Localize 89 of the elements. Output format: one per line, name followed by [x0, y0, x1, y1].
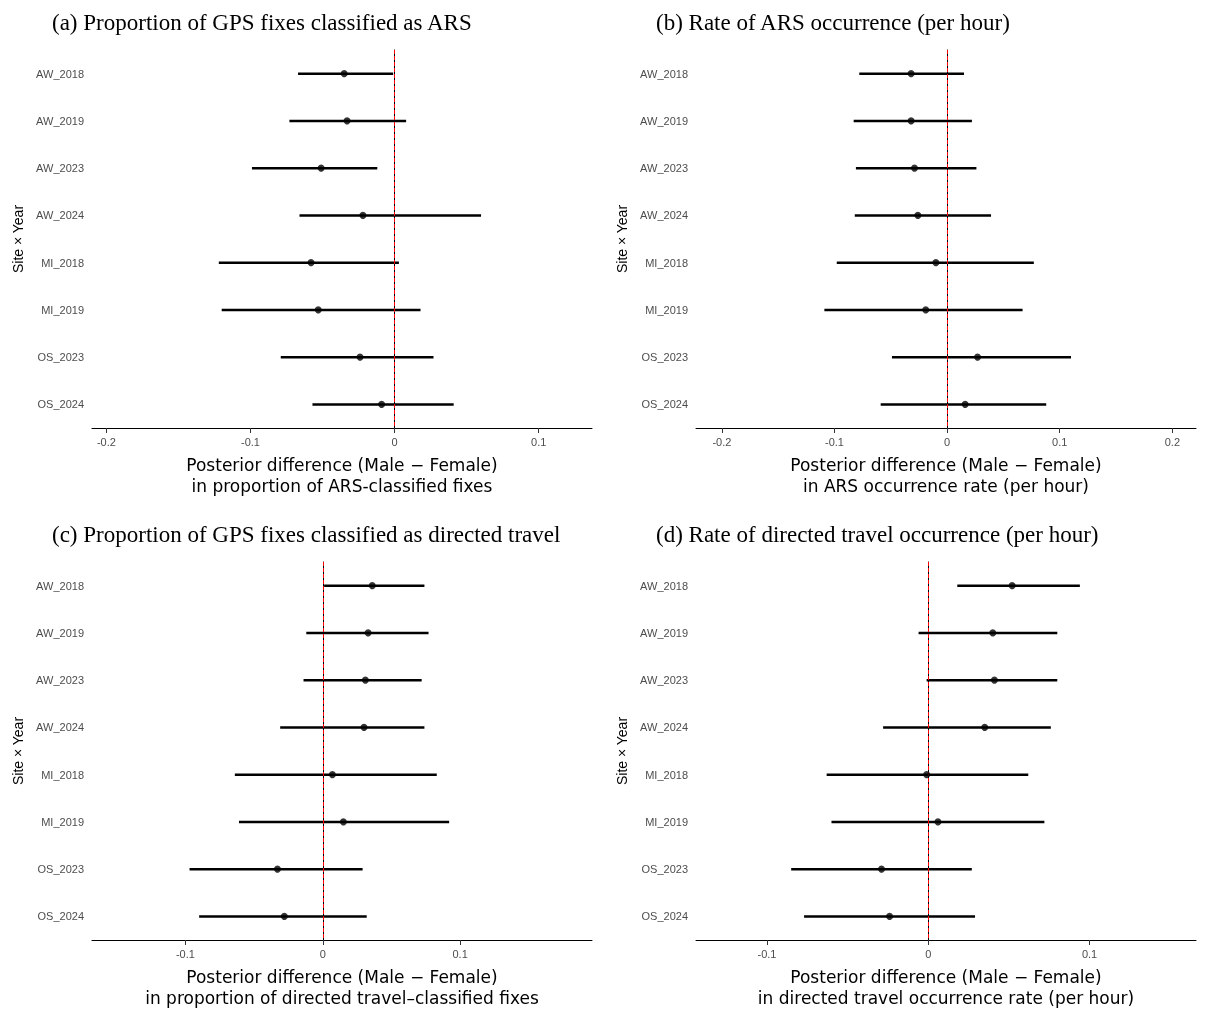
y-tick-label: AW_2023 — [36, 162, 84, 175]
point — [361, 676, 369, 684]
y-tick-label: MI_2019 — [645, 815, 688, 828]
y-tick-label: AW_2019 — [640, 626, 688, 639]
x-axis-title: Posterior difference (Male − Female) in proportion of directed travel–classified fixes — [145, 966, 539, 1008]
y-axis-title: Site × Year — [10, 204, 27, 274]
point — [307, 259, 315, 267]
point — [990, 676, 998, 684]
x-tick-label: 0 — [391, 435, 398, 448]
x-tick-label: 0 — [319, 947, 326, 960]
point — [914, 211, 922, 219]
x-axis-title: Posterior difference (Male − Female) in proportion of ARS-classified fixes — [186, 454, 498, 496]
point — [314, 306, 322, 314]
point — [368, 582, 376, 590]
y-tick-label: AW_2023 — [640, 674, 688, 687]
x-tick-label: 0.1 — [1081, 947, 1098, 960]
y-tick-label: MI_2019 — [41, 303, 84, 316]
point — [932, 259, 940, 267]
point — [934, 818, 942, 826]
x-tick-label: -0.1 — [757, 947, 777, 960]
x-tick-label: -0.1 — [175, 947, 195, 960]
point — [989, 629, 997, 637]
y-tick-label: AW_2018 — [36, 579, 84, 592]
x-tick-label: 0 — [925, 947, 932, 960]
y-tick-label: OS_2024 — [641, 910, 688, 923]
y-tick-label: AW_2024 — [640, 721, 688, 734]
x-tick-label: -0.1 — [825, 435, 844, 448]
point — [359, 211, 367, 219]
x-tick-label: 0 — [944, 435, 951, 448]
y-tick-label: AW_2024 — [36, 721, 84, 734]
point — [273, 865, 281, 873]
chart-title: (c) Proportion of GPS fixes classified as directed travel — [52, 522, 561, 547]
x-tick-label: 0.1 — [1052, 435, 1068, 448]
point — [317, 164, 325, 172]
y-axis-title: Site × Year — [10, 716, 27, 786]
chart-title: (b) Rate of ARS occurrence (per hour) — [656, 10, 1010, 35]
point — [886, 912, 894, 920]
y-tick-label: MI_2019 — [41, 815, 84, 828]
x-axis-title: Posterior difference (Male − Female) in ARS occurrence rate (per hour) — [790, 454, 1102, 496]
chart-title: (d) Rate of directed travel occurrence (per hour) — [656, 522, 1099, 547]
point — [340, 70, 348, 78]
point — [910, 164, 918, 172]
point — [907, 70, 915, 78]
y-tick-label: AW_2023 — [36, 674, 84, 687]
point — [877, 865, 885, 873]
chart-title: (a) Proportion of GPS fixes classified as ARS — [52, 10, 472, 35]
point — [981, 723, 989, 731]
point — [339, 818, 347, 826]
x-tick-label: 0.1 — [531, 435, 547, 448]
y-tick-label: AW_2018 — [640, 67, 688, 80]
y-tick-label: OS_2024 — [37, 398, 84, 411]
x-tick-label: 0.2 — [1164, 435, 1180, 448]
y-tick-label: MI_2018 — [41, 256, 84, 269]
y-axis-title: Site × Year — [614, 716, 631, 786]
y-tick-label: OS_2024 — [37, 910, 84, 923]
point — [923, 771, 931, 779]
point — [280, 912, 288, 920]
point — [922, 306, 930, 314]
y-tick-label: OS_2024 — [641, 398, 688, 411]
y-tick-label: AW_2018 — [640, 579, 688, 592]
y-tick-label: AW_2019 — [36, 626, 84, 639]
point — [360, 723, 368, 731]
x-axis-title: Posterior difference (Male − Female) in directed travel occurrence rate (per hour) — [757, 966, 1135, 1008]
y-tick-label: AW_2019 — [640, 114, 688, 127]
y-tick-label: AW_2023 — [640, 162, 688, 175]
point — [961, 400, 969, 408]
y-tick-label: OS_2023 — [37, 351, 84, 364]
y-axis-title: Site × Year — [614, 204, 631, 274]
y-tick-label: AW_2019 — [36, 114, 84, 127]
y-tick-label: MI_2019 — [645, 303, 688, 316]
point — [974, 353, 982, 361]
point — [1008, 582, 1016, 590]
point — [378, 400, 386, 408]
y-tick-label: MI_2018 — [645, 256, 688, 269]
x-tick-label: -0.2 — [712, 435, 732, 448]
point — [907, 117, 915, 125]
y-tick-label: OS_2023 — [641, 863, 688, 876]
point — [364, 629, 372, 637]
point — [328, 771, 336, 779]
x-tick-label: -0.1 — [241, 435, 260, 448]
y-tick-label: AW_2018 — [36, 67, 84, 80]
y-tick-label: AW_2024 — [36, 209, 84, 222]
y-tick-label: OS_2023 — [37, 863, 84, 876]
y-tick-label: MI_2018 — [645, 768, 688, 781]
y-tick-label: AW_2024 — [640, 209, 688, 222]
x-tick-label: 0.1 — [452, 947, 468, 960]
y-tick-label: MI_2018 — [41, 768, 84, 781]
y-tick-label: OS_2023 — [641, 351, 688, 364]
x-tick-label: -0.2 — [96, 435, 116, 448]
